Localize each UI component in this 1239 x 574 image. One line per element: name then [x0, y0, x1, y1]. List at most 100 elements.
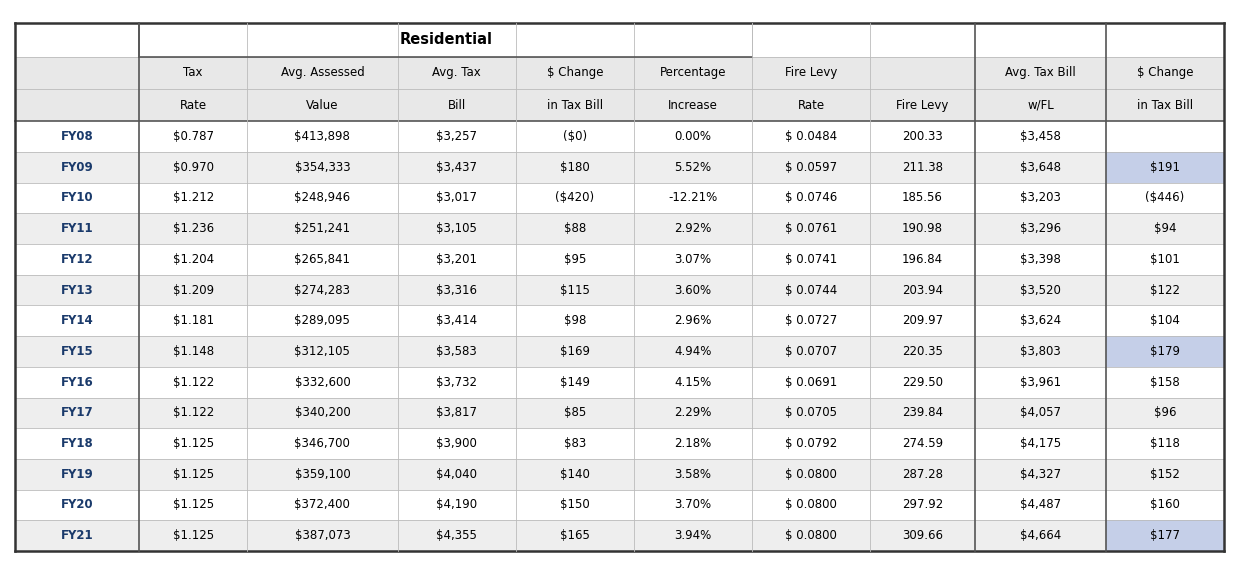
Text: $265,841: $265,841 — [295, 253, 351, 266]
Bar — [870, 398, 975, 428]
Text: ($0): ($0) — [563, 130, 587, 143]
Bar — [752, 459, 870, 490]
Text: $346,700: $346,700 — [295, 437, 351, 450]
Text: 185.56: 185.56 — [902, 192, 943, 204]
Bar — [398, 305, 515, 336]
Bar — [634, 521, 752, 551]
Bar — [1106, 152, 1224, 183]
Bar — [140, 521, 247, 551]
Text: 3.94%: 3.94% — [674, 529, 711, 542]
Bar — [515, 398, 634, 428]
Bar — [247, 89, 398, 121]
Bar — [634, 305, 752, 336]
Bar — [752, 214, 870, 244]
Bar — [1106, 459, 1224, 490]
Text: $3,961: $3,961 — [1020, 375, 1061, 389]
Bar — [1106, 336, 1224, 367]
Text: $ 0.0741: $ 0.0741 — [784, 253, 838, 266]
Text: $3,803: $3,803 — [1020, 345, 1061, 358]
Bar — [870, 367, 975, 398]
Bar — [15, 275, 140, 305]
Bar — [15, 428, 140, 459]
Bar — [398, 152, 515, 183]
Text: $ 0.0691: $ 0.0691 — [784, 375, 838, 389]
Bar — [15, 336, 140, 367]
Text: $1.181: $1.181 — [172, 315, 214, 327]
Bar — [752, 183, 870, 214]
Text: $98: $98 — [564, 315, 586, 327]
Text: $ 0.0705: $ 0.0705 — [786, 406, 838, 420]
Text: 190.98: 190.98 — [902, 222, 943, 235]
Bar — [752, 336, 870, 367]
Bar — [398, 521, 515, 551]
Bar — [870, 23, 975, 57]
Text: $4,040: $4,040 — [436, 468, 477, 481]
Text: $ 0.0800: $ 0.0800 — [786, 529, 836, 542]
Text: $179: $179 — [1150, 345, 1180, 358]
Text: $140: $140 — [560, 468, 590, 481]
Bar — [1106, 398, 1224, 428]
Bar — [870, 305, 975, 336]
Text: $1.204: $1.204 — [172, 253, 214, 266]
Text: $3,520: $3,520 — [1020, 284, 1061, 297]
Bar — [398, 23, 515, 57]
Bar — [975, 398, 1106, 428]
Bar — [515, 490, 634, 521]
Bar — [398, 244, 515, 275]
Bar — [752, 521, 870, 551]
Text: $158: $158 — [1150, 375, 1180, 389]
Text: $94: $94 — [1154, 222, 1176, 235]
Text: $191: $191 — [1150, 161, 1180, 174]
Bar — [515, 367, 634, 398]
Bar — [975, 89, 1106, 121]
Bar — [752, 152, 870, 183]
Text: 3.07%: 3.07% — [674, 253, 711, 266]
Bar — [975, 521, 1106, 551]
Bar — [634, 490, 752, 521]
Text: $3,900: $3,900 — [436, 437, 477, 450]
Text: $3,257: $3,257 — [436, 130, 477, 143]
Text: FY21: FY21 — [61, 529, 93, 542]
Bar — [634, 89, 752, 121]
Bar — [870, 459, 975, 490]
Bar — [975, 183, 1106, 214]
Bar — [398, 459, 515, 490]
Bar — [752, 121, 870, 152]
Bar — [247, 336, 398, 367]
Bar — [634, 23, 752, 57]
Text: FY08: FY08 — [61, 130, 93, 143]
Bar — [515, 428, 634, 459]
Bar — [15, 152, 140, 183]
Bar — [247, 214, 398, 244]
Text: 309.66: 309.66 — [902, 529, 943, 542]
Text: FY15: FY15 — [61, 345, 93, 358]
Text: Tax: Tax — [183, 67, 203, 79]
Bar — [752, 305, 870, 336]
Bar — [398, 214, 515, 244]
Text: $3,105: $3,105 — [436, 222, 477, 235]
Text: Fire Levy: Fire Levy — [896, 99, 949, 111]
Text: $88: $88 — [564, 222, 586, 235]
Text: $ 0.0707: $ 0.0707 — [786, 345, 838, 358]
Text: $ Change: $ Change — [546, 67, 603, 79]
Bar — [752, 398, 870, 428]
Bar — [870, 336, 975, 367]
Bar — [1106, 57, 1224, 89]
Text: $96: $96 — [1154, 406, 1176, 420]
Bar — [515, 57, 634, 89]
Text: 239.84: 239.84 — [902, 406, 943, 420]
Text: FY11: FY11 — [61, 222, 93, 235]
Text: $1.212: $1.212 — [172, 192, 214, 204]
Text: $3,732: $3,732 — [436, 375, 477, 389]
Text: Increase: Increase — [668, 99, 717, 111]
Text: $83: $83 — [564, 437, 586, 450]
Bar — [634, 336, 752, 367]
Bar — [515, 521, 634, 551]
Text: Avg. Tax Bill: Avg. Tax Bill — [1005, 67, 1075, 79]
Text: FY14: FY14 — [61, 315, 93, 327]
Text: $3,648: $3,648 — [1020, 161, 1061, 174]
Text: FY12: FY12 — [61, 253, 93, 266]
Text: $ 0.0744: $ 0.0744 — [784, 284, 838, 297]
Text: Rate: Rate — [798, 99, 824, 111]
Bar — [752, 490, 870, 521]
